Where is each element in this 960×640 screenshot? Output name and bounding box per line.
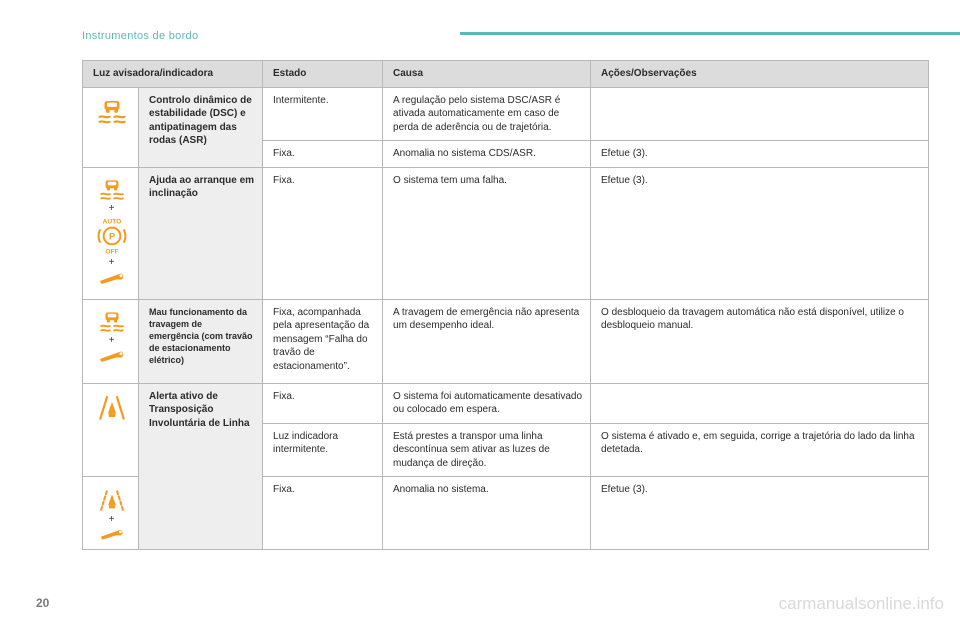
icon-cell	[83, 87, 139, 167]
action-cell: Efetue (3).	[591, 167, 929, 299]
indicator-name: Alerta ativo de Transposição Involuntári…	[139, 383, 263, 550]
action-cell	[591, 383, 929, 423]
page-number: 20	[36, 596, 49, 610]
header-actions: Ações/Observações	[591, 61, 929, 88]
lane-departure-dashed-icon	[95, 485, 129, 513]
plus-icon: +	[93, 515, 130, 525]
cause-cell: A travagem de emergência não apresenta u…	[383, 299, 591, 383]
table-header-row: Luz avisadora/indicadora Estado Causa Aç…	[83, 61, 929, 88]
indicator-table: Luz avisadora/indicadora Estado Causa Aç…	[82, 60, 929, 550]
cause-cell: Está prestes a transpor uma linha descon…	[383, 423, 591, 477]
action-cell: Efetue (3).	[591, 141, 929, 168]
cause-cell: Anomalia no sistema.	[383, 477, 591, 550]
wrench-icon	[97, 270, 127, 286]
svg-text:P: P	[108, 231, 114, 241]
cause-cell: A regulação pelo sistema DSC/ASR é ativa…	[383, 87, 591, 141]
table-row: Alerta ativo de Transposição Involuntári…	[83, 383, 929, 423]
skid-car-icon	[97, 308, 127, 334]
wrench-icon	[97, 527, 127, 541]
header-indicator: Luz avisadora/indicadora	[83, 61, 263, 88]
header-state: Estado	[263, 61, 383, 88]
plus-icon: +	[93, 258, 130, 268]
state-cell: Fixa.	[263, 383, 383, 423]
plus-icon: +	[93, 336, 130, 346]
indicator-name: Ajuda ao arranque em inclinação	[139, 167, 263, 299]
skid-car-icon	[97, 176, 127, 202]
action-cell	[591, 87, 929, 141]
table-row: + AUTO P OFF + Ajuda ao arranque em incl…	[83, 167, 929, 299]
table-row: Controlo dinâmico de estabilidade (DSC) …	[83, 87, 929, 141]
action-cell: O desbloqueio da travagem automática não…	[591, 299, 929, 383]
icon-cell: +	[83, 477, 139, 550]
action-cell: Efetue (3).	[591, 477, 929, 550]
icon-cell: +	[83, 299, 139, 383]
watermark: carmanualsonline.info	[779, 594, 944, 614]
icon-cell	[83, 383, 139, 477]
state-cell: Intermitente.	[263, 87, 383, 141]
state-cell: Fixa.	[263, 141, 383, 168]
cause-cell: O sistema tem uma falha.	[383, 167, 591, 299]
wrench-icon	[97, 348, 127, 364]
state-cell: Fixa.	[263, 477, 383, 550]
section-title: Instrumentos de bordo	[82, 30, 198, 42]
svg-text:OFF: OFF	[105, 248, 118, 255]
header-cause: Causa	[383, 61, 591, 88]
state-cell: Fixa.	[263, 167, 383, 299]
indicator-name: Controlo dinâmico de estabilidade (DSC) …	[139, 87, 263, 167]
icon-cell: + AUTO P OFF +	[83, 167, 139, 299]
svg-text:AUTO: AUTO	[102, 218, 121, 225]
action-cell: O sistema é ativado e, em seguida, corri…	[591, 423, 929, 477]
cause-cell: O sistema foi automaticamente desativado…	[383, 383, 591, 423]
indicator-name: Mau funcionamento da travagem de emergên…	[139, 299, 263, 383]
plus-icon: +	[93, 204, 130, 214]
cause-cell: Anomalia no sistema CDS/ASR.	[383, 141, 591, 168]
auto-p-off-icon: AUTO P OFF	[95, 216, 129, 256]
state-cell: Luz indicadora intermitente.	[263, 423, 383, 477]
table-row: + Mau funcionamento da travagem de emerg…	[83, 299, 929, 383]
skid-car-icon	[95, 96, 129, 126]
header-accent-bar	[460, 32, 960, 35]
lane-departure-icon	[95, 392, 129, 422]
state-cell: Fixa, acompanhada pela apresentação da m…	[263, 299, 383, 383]
